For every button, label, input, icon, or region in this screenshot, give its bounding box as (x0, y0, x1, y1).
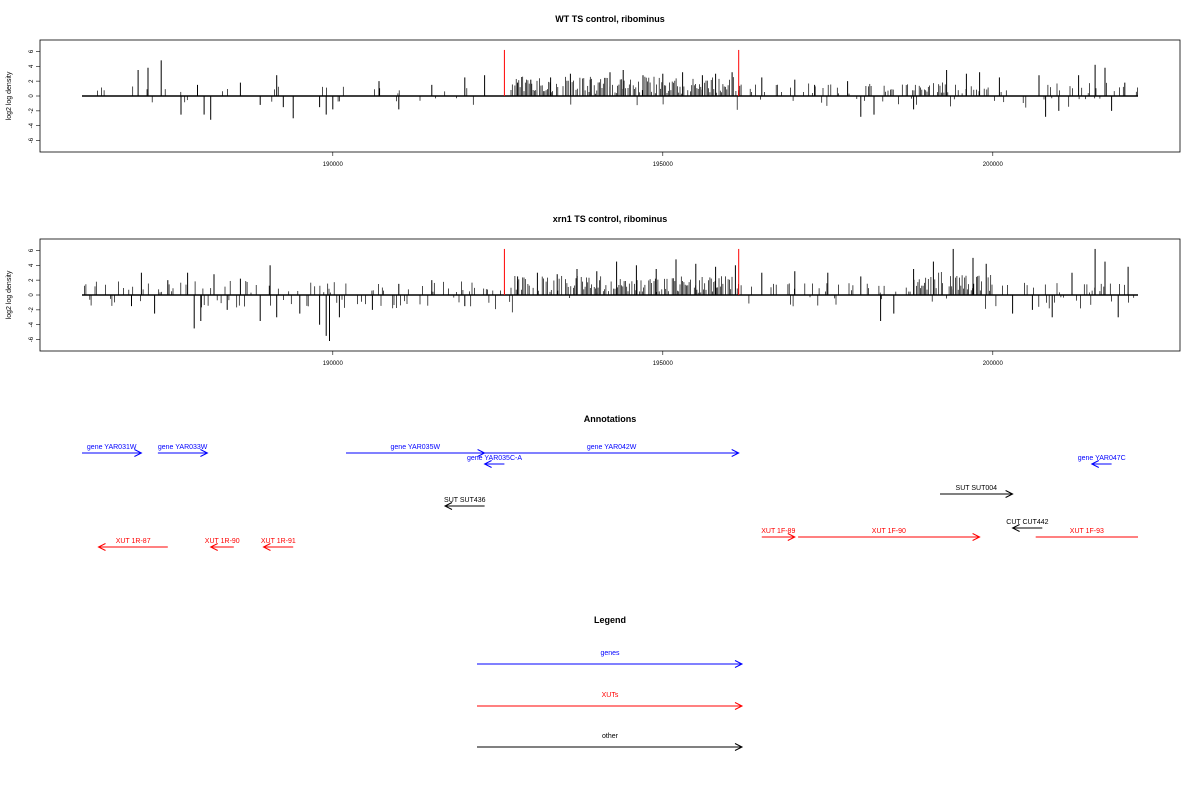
wt-ytick-label: 6 (29, 49, 35, 53)
annotation-label: gene YAR047C (1078, 455, 1126, 462)
xrn1-ytick-label: 0 (29, 293, 35, 297)
annotation-feature-arrowhead (262, 543, 271, 551)
xrn1-ytick-label: -6 (29, 336, 35, 342)
wt-ytick-label: -4 (29, 122, 35, 128)
annotation-feature: CUT CUT442 (1006, 519, 1049, 532)
annotation-feature: XUT 1R-90 (205, 538, 240, 551)
wt-xtick-label: 190000 (323, 162, 344, 168)
xrn1-title: xrn1 TS control, ribominus (553, 214, 668, 224)
annotation-label: gene YAR035W (391, 444, 441, 451)
annotation-feature-arrowhead (1005, 490, 1014, 498)
xrn1-y-axis: -6 -4 -2 0 2 4 6 (29, 248, 40, 342)
annotation-feature-arrowhead (443, 502, 453, 510)
legend-item-arrowhead (734, 743, 744, 751)
wt-xtick-label: 200000 (983, 162, 1004, 168)
annotation-feature-arrowhead (209, 543, 218, 551)
legend-label: XUTs (602, 692, 619, 699)
annotation-feature: gene YAR035W (346, 444, 486, 457)
wt-signal (82, 49, 1138, 120)
xrn1-ylabel: log2 log density (6, 270, 13, 319)
wt-title: WT TS control, ribominus (555, 14, 665, 24)
xrn1-ytick-label: -2 (29, 307, 35, 313)
annotation-feature-arrowhead (1011, 524, 1020, 532)
annotation-feature: XUT 1F-93 (1035, 528, 1138, 538)
annotation-feature: gene YAR047C (1078, 455, 1126, 468)
xrn1-signal (82, 248, 1138, 342)
annotation-label: XUT 1R-91 (261, 538, 296, 545)
xrn1-x-axis: 190000 195000 200000 (323, 351, 1004, 367)
annotation-feature-arrowhead (731, 449, 740, 457)
legend-label: genes (600, 650, 620, 657)
xrn1-panel: xrn1 TS control, ribominus log2 log dens… (6, 214, 1181, 367)
annotations-track: Annotations gene YAR031W gene YAR033W gene… (82, 414, 1138, 551)
annotation-label: XUT 1F-89 (761, 528, 795, 535)
annotation-feature-arrowhead (200, 449, 209, 457)
legend-item-arrowhead (734, 660, 744, 668)
annotation-feature: gene YAR031W (82, 444, 143, 457)
annotation-feature-arrowhead (483, 460, 492, 468)
annotation-features: gene YAR031W gene YAR033W gene YAR035W gene… (82, 444, 1138, 551)
annotation-label: gene YAR031W (87, 444, 137, 451)
wt-y-axis: -6 -4 -2 0 2 4 6 (29, 49, 40, 143)
wt-ytick-label: 2 (29, 79, 35, 83)
legend-item: genes (477, 650, 744, 668)
annotation-label: XUT 1R-90 (205, 538, 240, 545)
annotation-label: XUT 1F-93 (1070, 528, 1104, 535)
annotation-label: SUT SUT436 (444, 497, 486, 504)
wt-ytick-label: 4 (29, 64, 35, 68)
wt-xtick-label: 195000 (653, 162, 674, 168)
annotation-feature: gene YAR042W (484, 444, 740, 457)
annotation-label: gene YAR033W (158, 444, 208, 451)
annotation-label: XUT 1F-90 (872, 528, 906, 535)
xrn1-xtick-label: 195000 (653, 361, 674, 367)
legend-title: Legend (594, 615, 626, 625)
wt-ylabel: log2 log density (6, 71, 13, 120)
annotation-feature: gene YAR035C-A (467, 455, 522, 468)
annotation-feature: gene YAR033W (158, 444, 209, 457)
annotation-feature-arrowhead (1090, 460, 1100, 468)
legend-item: other (477, 733, 744, 751)
xrn1-ytick-label: 2 (29, 278, 35, 282)
wt-panel: WT TS control, ribominus log2 log densit… (6, 14, 1181, 168)
xrn1-xtick-label: 190000 (323, 361, 344, 367)
xrn1-ytick-label: -4 (29, 321, 35, 327)
xrn1-xtick-label: 200000 (983, 361, 1004, 367)
annotation-feature-arrowhead (97, 543, 106, 551)
wt-ytick-label: -6 (29, 137, 35, 143)
annotation-feature: XUT 1F-89 (761, 528, 796, 541)
annotation-label: CUT CUT442 (1006, 519, 1048, 526)
xrn1-ytick-label: 4 (29, 263, 35, 267)
annotation-feature: XUT 1F-90 (798, 528, 981, 541)
legend: Legend genes XUTs other (477, 615, 744, 751)
annotation-label: XUT 1R-87 (116, 538, 151, 545)
annotation-feature-arrowhead (134, 449, 143, 457)
legend-items: genes XUTs other (477, 650, 744, 751)
annotation-label: gene YAR042W (587, 444, 637, 451)
wt-ytick-label: -2 (29, 108, 35, 114)
annotations-title: Annotations (584, 414, 637, 424)
annotation-label: SUT SUT004 (956, 485, 998, 492)
annotation-feature-arrowhead (787, 533, 796, 541)
wt-ytick-label: 0 (29, 94, 35, 98)
annotation-feature: SUT SUT436 (443, 497, 486, 510)
annotation-feature-arrowhead (972, 533, 981, 541)
legend-item-arrowhead (734, 702, 744, 710)
legend-item: XUTs (477, 692, 744, 710)
annotation-feature: XUT 1R-91 (261, 538, 296, 551)
wt-x-axis: 190000 195000 200000 (323, 152, 1004, 168)
legend-label: other (602, 733, 619, 740)
xrn1-ytick-label: 6 (29, 248, 35, 252)
annotation-feature: XUT 1R-87 (97, 538, 168, 551)
annotation-feature: SUT SUT004 (940, 485, 1014, 498)
annotation-label: gene YAR035C-A (467, 455, 522, 462)
